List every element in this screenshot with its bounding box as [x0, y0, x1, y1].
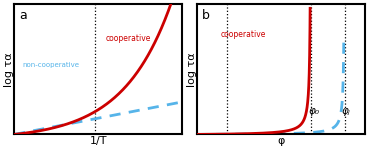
Text: cooperative: cooperative	[106, 34, 151, 43]
Y-axis label: log τα: log τα	[187, 52, 197, 87]
Text: φ₀: φ₀	[309, 106, 320, 116]
Text: a: a	[19, 9, 27, 22]
Text: non-cooperative: non-cooperative	[23, 62, 80, 68]
X-axis label: φ: φ	[277, 136, 284, 146]
Text: b: b	[201, 9, 210, 22]
Text: φⱼ: φⱼ	[342, 106, 351, 116]
X-axis label: 1/T: 1/T	[90, 136, 107, 146]
Y-axis label: log τα: log τα	[4, 52, 14, 87]
Text: cooperative: cooperative	[221, 30, 266, 39]
